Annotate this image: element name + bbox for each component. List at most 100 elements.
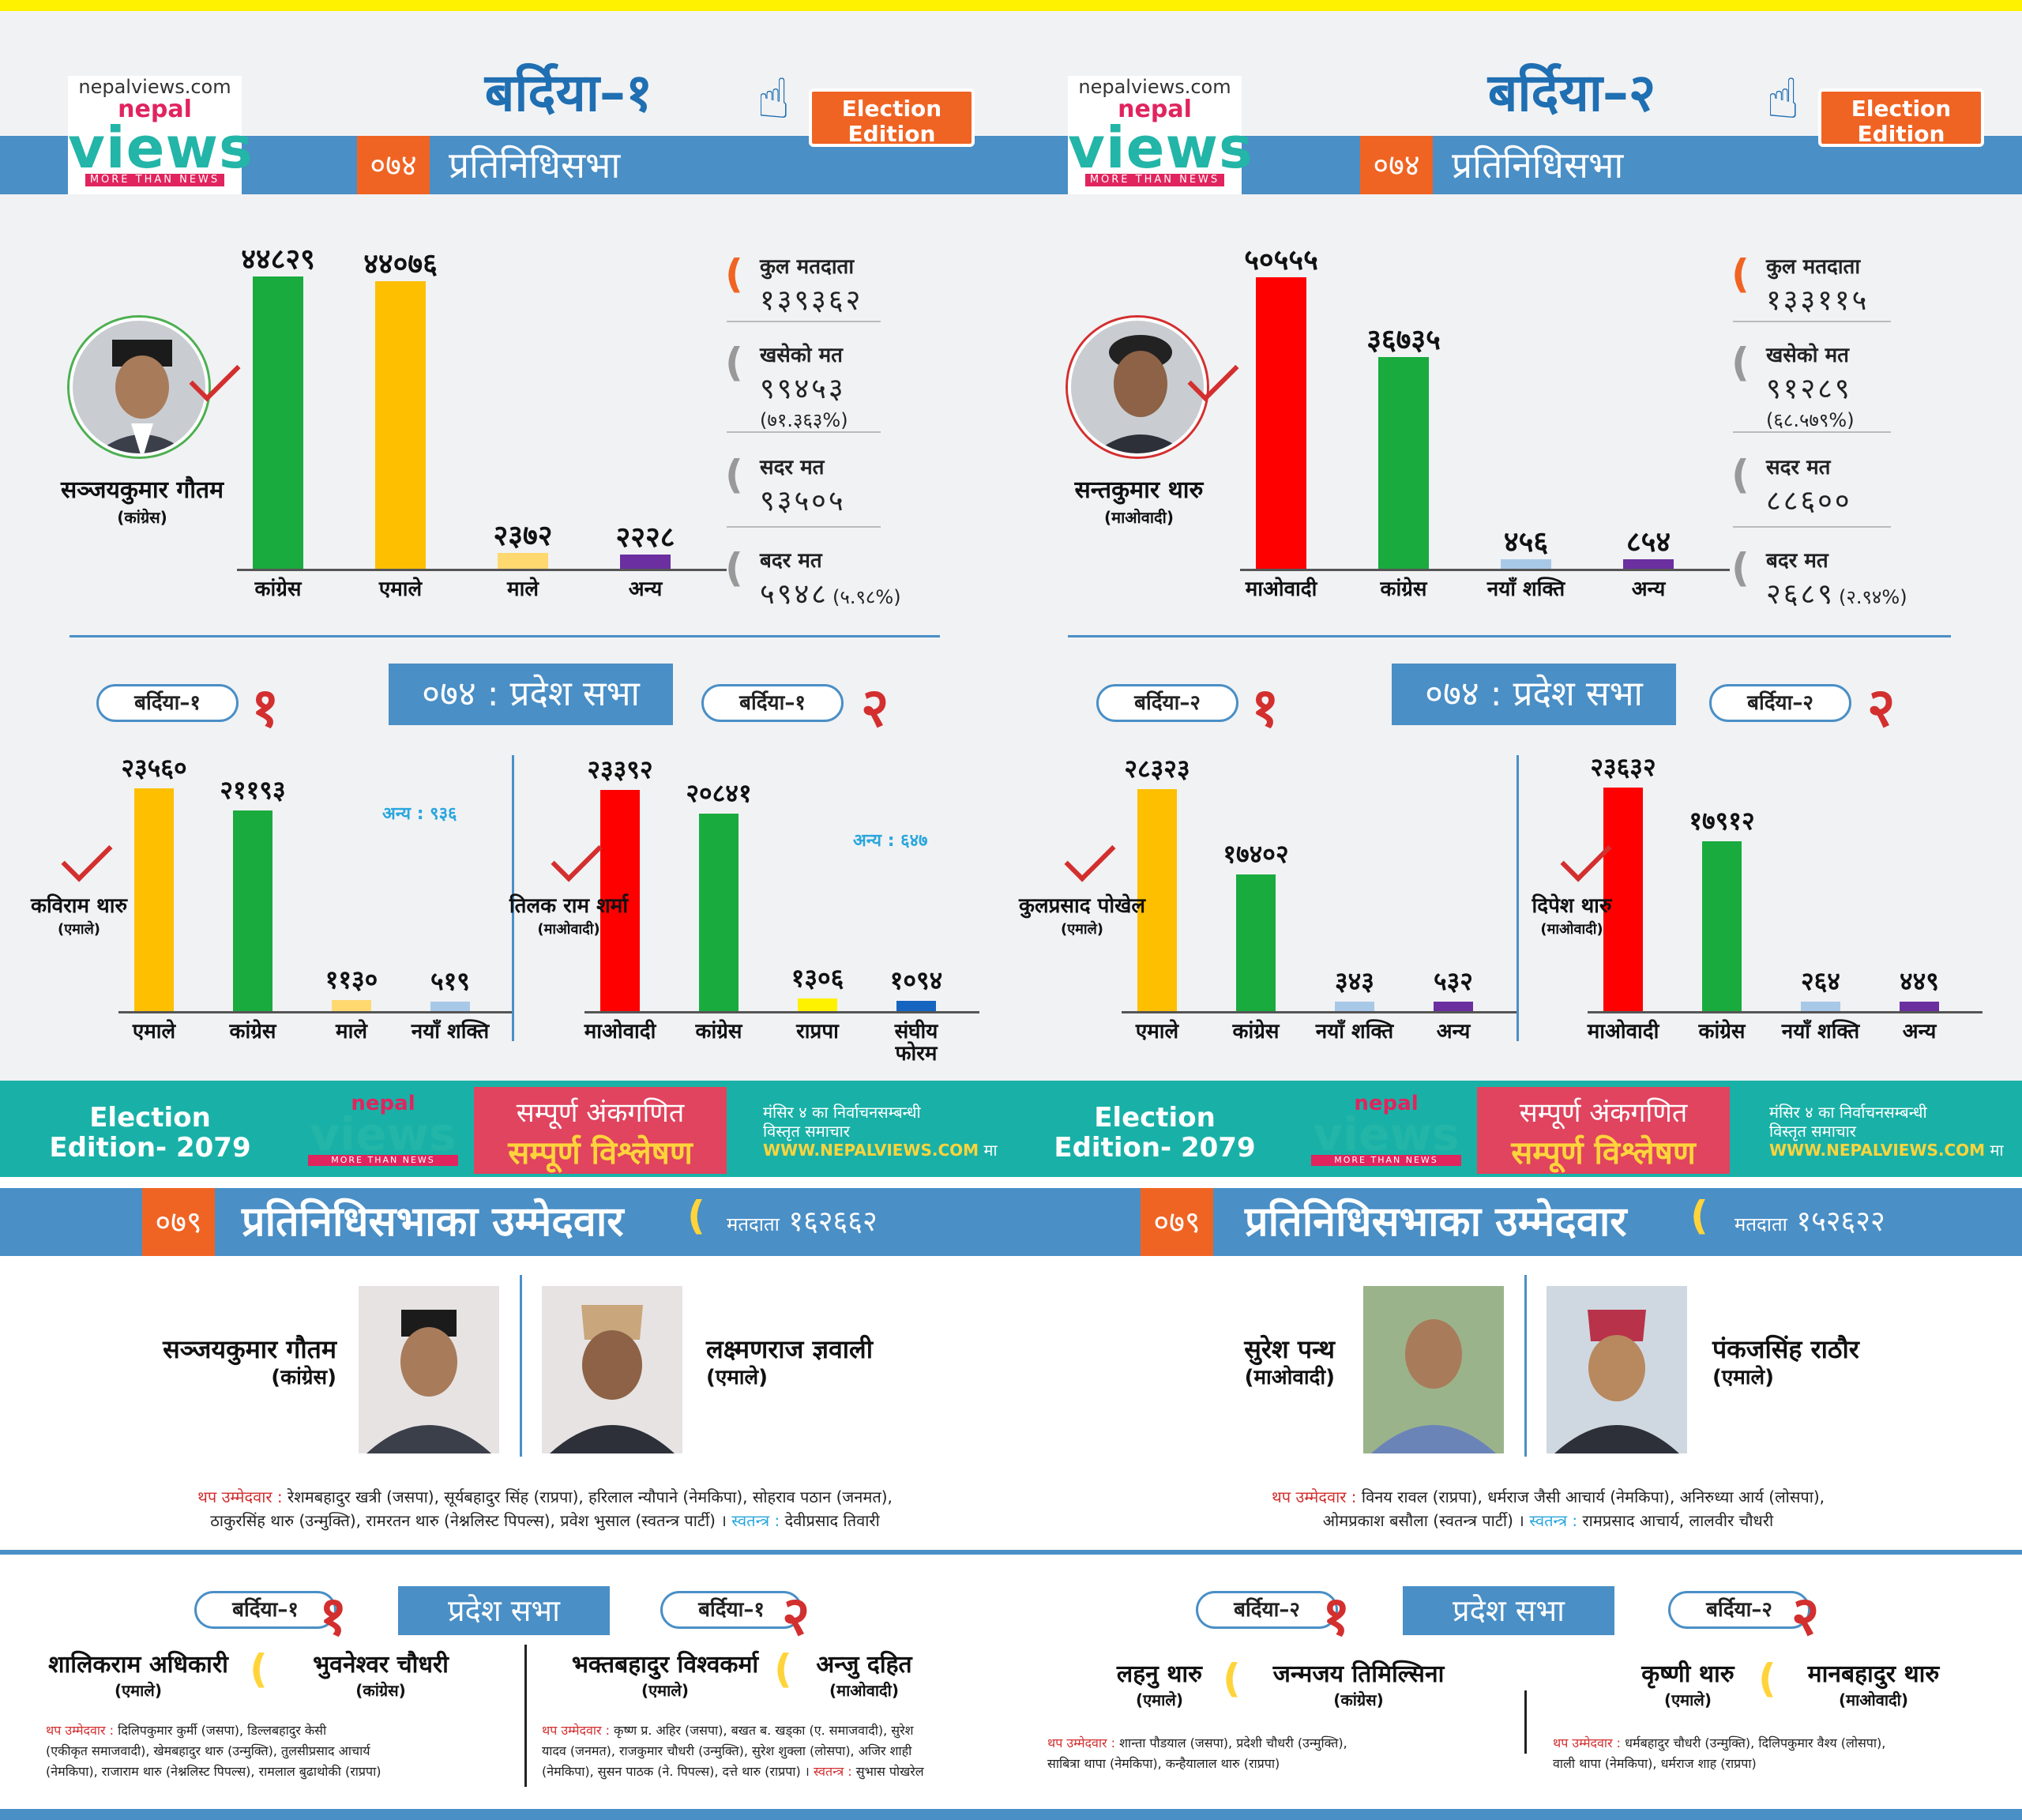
pill-p79-l2: बर्दिया–१ <box>660 1591 802 1629</box>
winner-name-right: सन्तकुमार थारु (माओवादी) <box>1044 477 1234 531</box>
bar-category-label: माले <box>507 577 539 601</box>
cand-left-2: लक्ष्मणराज ज्ञवाली (एमाले) <box>706 1334 874 1389</box>
stat-valid-left: सदर मत ९३५०५ <box>760 452 918 519</box>
bar-category-label: कांग्रेस <box>229 1020 276 1043</box>
cand-others-right: थप उम्मेदवार : विनय रावल (राप्रपा), धर्म… <box>1271 1487 1825 1530</box>
cand-voters-left: मतदाता १६२६६२ <box>727 1205 878 1238</box>
prov79-others: थप उम्मेदवार : दिलिपकुमार कुर्मी (जसपा),… <box>46 1723 381 1779</box>
cand-others-left: थप उम्मेदवार : रेशमबहादुर खत्री (जसपा), … <box>197 1487 893 1530</box>
stat-percent: (२.९४%) <box>1838 586 1907 608</box>
bar-0 <box>600 789 640 1011</box>
bar-value-label: २३६३२ <box>1590 751 1656 782</box>
bar-category-label: अन्य <box>1631 577 1666 601</box>
divider <box>727 526 881 528</box>
bar-3 <box>1900 1002 1939 1011</box>
fptp-title-left: प्रतिनिधिसभा <box>449 144 621 186</box>
cand-photo <box>1363 1286 1504 1453</box>
divider <box>727 431 881 433</box>
cand-title-right: प्रतिनिधिसभाका उम्मेदवार <box>1245 1198 1627 1246</box>
bracket-icon: ( <box>774 1646 792 1692</box>
divider <box>70 635 940 637</box>
bar-value-label: २२२८ <box>615 521 675 554</box>
province-title-right: ०७४ : प्रदेश सभा <box>1392 664 1676 725</box>
pill-bardiya2-p1: बर्दिया–२ <box>1096 684 1238 722</box>
chart-bardiya2-province1: २८३२३ एमाले १७४०२ कांग्रेस ३४३ नयाँ शक्ति ५३२ अ… <box>1122 743 1516 1059</box>
divider <box>1516 755 1519 1041</box>
chart-axis <box>584 1011 979 1013</box>
stat-bracket-icon: ( <box>1731 545 1750 591</box>
fptp-year-right: ०७४ <box>1360 136 1433 194</box>
chart-axis <box>1240 569 1730 571</box>
bar-value-label: ५०५५५ <box>1244 243 1318 276</box>
bracket-icon: ( <box>1690 1193 1708 1239</box>
prov79-cand: भक्तबहादुर विश्वकर्मा (एमाले) <box>571 1651 759 1701</box>
cand-voters-right: मतदाता १५२६२२ <box>1734 1205 1885 1238</box>
divider <box>0 1550 2022 1555</box>
province-num: १ <box>319 1585 348 1648</box>
other-votes-note: अन्य : ६४७ <box>853 831 928 851</box>
bracket-icon: ( <box>1758 1656 1776 1702</box>
prov79-cand: कृष्णी थारु (एमाले) <box>1641 1660 1734 1710</box>
bar-value-label: ३४३ <box>1335 966 1374 996</box>
bottom-stripe <box>0 1809 2022 1820</box>
bar-3 <box>620 554 671 569</box>
bar-2 <box>798 998 837 1011</box>
banner-logo: nepal views MORE THAN NEWS <box>1311 1093 1461 1166</box>
pill-p79-r2: बर्दिया–२ <box>1668 1591 1810 1629</box>
stat-label: सदर मत <box>1766 456 1831 479</box>
stat-bracket-icon: ( <box>1731 251 1750 297</box>
bar-value-label: ५३२ <box>1434 966 1473 996</box>
bar-value-label: ४४८२९ <box>241 243 315 276</box>
stat-label: बदर मत <box>1766 549 1828 573</box>
stat-value: ५९४८ <box>760 578 829 611</box>
winner-name-left: सञ्जयकुमार गौतम (कांग्रेस) <box>47 477 237 531</box>
bar-0 <box>1137 788 1177 1011</box>
logo-right: nepalviews.com nepal views MORE THAN NEW… <box>1068 76 1253 194</box>
winner-bardiya2-p2: दिपेश थारु (माओवादी) <box>1493 894 1651 942</box>
fptp-year-left: ०७४ <box>357 136 430 194</box>
stat-label: कुल मतदाता <box>760 255 855 279</box>
constituency-title-left: बर्दिया–१ <box>484 62 653 123</box>
winner-party: (माओवादी) <box>1540 921 1603 938</box>
winner-party: (एमाले) <box>1060 921 1104 938</box>
bar-category-label: माओवादी <box>584 1020 656 1043</box>
winner-bardiya1-p1: कविराम थारु (एमाले) <box>0 894 158 942</box>
bar-3 <box>896 1000 936 1011</box>
bar-value-label: ३६७३५ <box>1366 323 1441 356</box>
cand-photo <box>1547 1286 1687 1453</box>
stat-value: ९३५०५ <box>760 485 846 517</box>
person-icon <box>359 1286 499 1453</box>
bar-0 <box>1603 787 1643 1011</box>
banner-note: मंसिर ४ का निर्वाचनसम्बन्धी विस्तृत समाचा… <box>1769 1103 2004 1160</box>
stat-label: बदर मत <box>760 549 822 573</box>
cand-photo <box>542 1286 682 1453</box>
bar-1 <box>233 810 272 1011</box>
prov79-title-left: प्रदेश सभा <box>398 1586 610 1635</box>
constituency-title-right: बर्दिया–२ <box>1487 62 1656 123</box>
pill-p79-l1: बर्दिया–१ <box>194 1591 336 1629</box>
bar-value-label: १३०६ <box>791 963 844 994</box>
banner-content: Election Edition- 2079 nepal views MORE THA… <box>0 1087 2022 1174</box>
bar-0 <box>134 788 174 1011</box>
province-title-left: ०७४ : प्रदेश सभा <box>389 664 673 725</box>
top-stripe <box>0 0 2022 11</box>
stat-value: ८८६०० <box>1766 485 1852 517</box>
bar-value-label: १०९४ <box>889 965 943 995</box>
banner-edition: Election Edition- 2079 <box>49 1102 251 1164</box>
chart-bardiya1-province1: २३५६० एमाले २११९३ कांग्रेस ११३० माले ५१९ नयाँ श… <box>118 743 513 1059</box>
province-num: २ <box>1867 677 1896 739</box>
person-icon <box>542 1286 682 1453</box>
province-num: १ <box>1322 1585 1351 1648</box>
bar-category-label: अन्य <box>628 577 663 601</box>
stat-value: १३९३६२ <box>760 284 863 317</box>
bar-2 <box>332 1000 371 1011</box>
bracket-icon: ( <box>687 1193 705 1239</box>
election-edition-badge: Election Edition <box>1818 88 1984 147</box>
pill-bardiya1-p1: बर्दिया–१ <box>96 684 239 722</box>
cand-year-right: ०७९ <box>1141 1188 1213 1256</box>
bracket-icon: ( <box>1223 1656 1241 1702</box>
bar-category-label: कांग्रेस <box>1232 1020 1280 1043</box>
bar-2 <box>1335 1002 1374 1011</box>
prov79-others: थप उम्मेदवार : शान्ता पौडयाल (जसपा), प्र… <box>1047 1735 1347 1771</box>
pill-bardiya2-p2: बर्दिया–२ <box>1709 684 1851 722</box>
